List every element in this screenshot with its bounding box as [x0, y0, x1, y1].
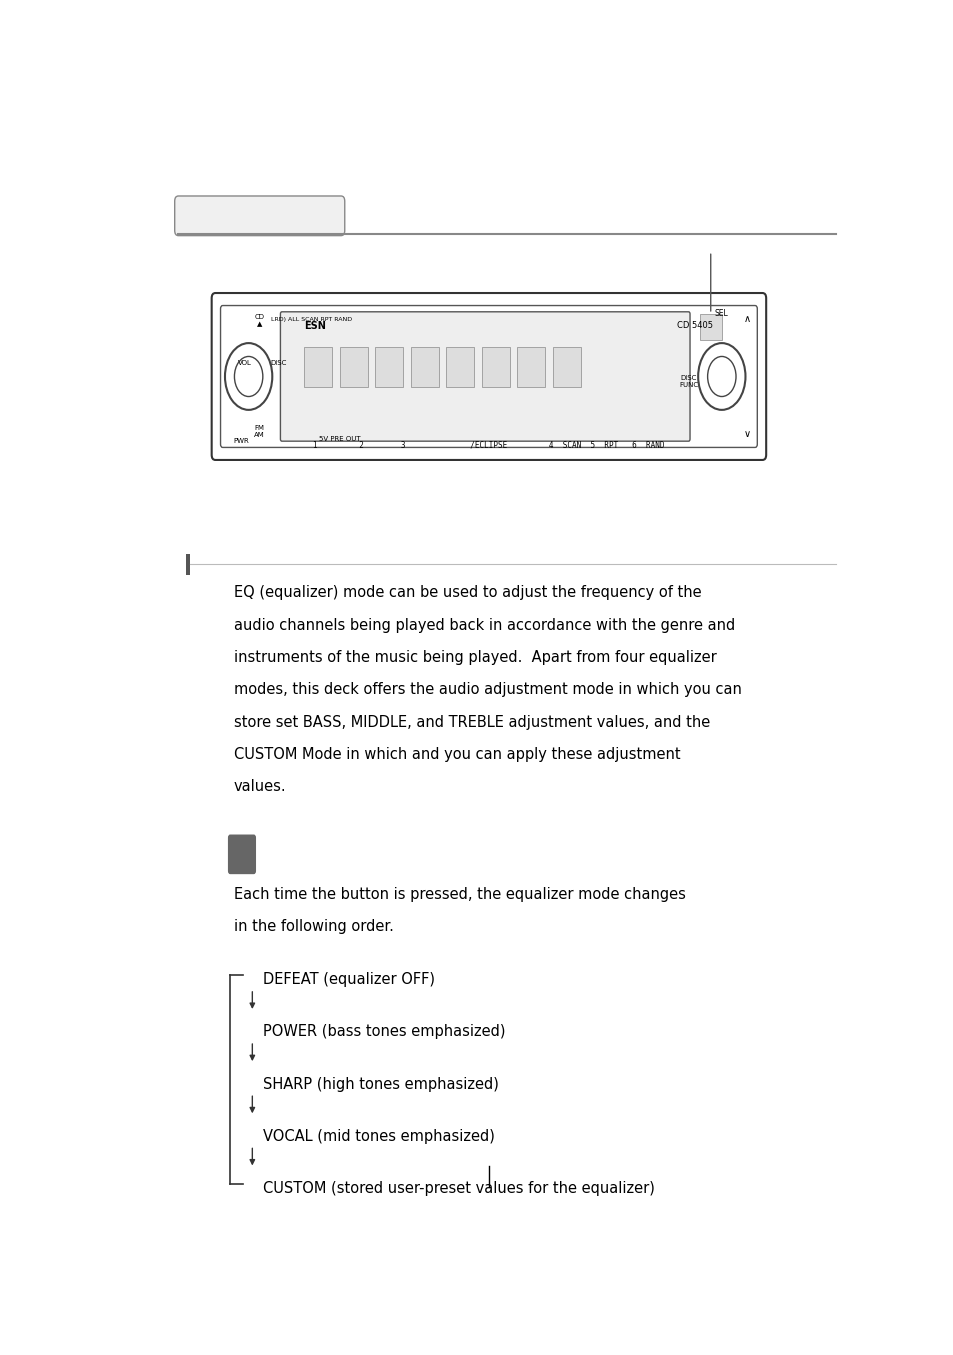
Text: 1         2        3              /ECLIPSE         4  SCAN  5  RPT   6  RAND: 1 2 3 /ECLIPSE 4 SCAN 5 RPT 6 RAND	[313, 440, 664, 450]
Text: DEFEAT (equalizer OFF): DEFEAT (equalizer OFF)	[263, 973, 435, 988]
Text: VOL: VOL	[237, 360, 252, 366]
Text: store set BASS, MIDDLE, and TREBLE adjustment values, and the: store set BASS, MIDDLE, and TREBLE adjus…	[233, 714, 709, 729]
FancyBboxPatch shape	[446, 347, 474, 388]
Text: values.: values.	[233, 779, 286, 794]
Text: modes, this deck offers the audio adjustment mode in which you can: modes, this deck offers the audio adjust…	[233, 682, 740, 698]
FancyBboxPatch shape	[410, 347, 438, 388]
Text: PWR: PWR	[233, 438, 250, 444]
Text: LRD) ALL SCAN RPT RAND: LRD) ALL SCAN RPT RAND	[271, 317, 352, 322]
Text: SEL: SEL	[714, 309, 728, 317]
Text: ∨: ∨	[743, 430, 750, 439]
Text: ∧: ∧	[743, 314, 750, 324]
Text: in the following order.: in the following order.	[233, 919, 394, 934]
FancyBboxPatch shape	[304, 347, 332, 388]
FancyBboxPatch shape	[228, 835, 255, 874]
FancyBboxPatch shape	[339, 347, 367, 388]
Text: CD 5405: CD 5405	[677, 321, 713, 331]
Text: ESN: ESN	[304, 321, 326, 331]
FancyBboxPatch shape	[186, 554, 190, 575]
FancyBboxPatch shape	[280, 312, 689, 442]
Text: EQ (equalizer) mode can be used to adjust the frequency of the: EQ (equalizer) mode can be used to adjus…	[233, 585, 700, 600]
Text: DISC: DISC	[271, 360, 287, 366]
FancyBboxPatch shape	[212, 293, 765, 459]
FancyBboxPatch shape	[220, 305, 757, 447]
FancyBboxPatch shape	[517, 347, 544, 388]
Text: SHARP (high tones emphasized): SHARP (high tones emphasized)	[263, 1077, 498, 1092]
Text: POWER (bass tones emphasized): POWER (bass tones emphasized)	[263, 1024, 505, 1039]
Text: Each time the button is pressed, the equalizer mode changes: Each time the button is pressed, the equ…	[233, 886, 685, 901]
Text: DISC
FUNC: DISC FUNC	[679, 375, 698, 388]
Text: CUSTOM Mode in which and you can apply these adjustment: CUSTOM Mode in which and you can apply t…	[233, 747, 679, 762]
Text: instruments of the music being played.  Apart from four equalizer: instruments of the music being played. A…	[233, 650, 716, 665]
Text: VOCAL (mid tones emphasized): VOCAL (mid tones emphasized)	[263, 1129, 495, 1144]
FancyBboxPatch shape	[174, 196, 344, 236]
FancyBboxPatch shape	[699, 314, 721, 340]
FancyBboxPatch shape	[552, 347, 580, 388]
Text: FM
AM: FM AM	[254, 425, 265, 438]
Text: CUSTOM (stored user-preset values for the equalizer): CUSTOM (stored user-preset values for th…	[263, 1182, 655, 1196]
Text: audio channels being played back in accordance with the genre and: audio channels being played back in acco…	[233, 618, 735, 633]
Text: 5V PRE OUT: 5V PRE OUT	[318, 436, 360, 442]
FancyBboxPatch shape	[375, 347, 403, 388]
FancyBboxPatch shape	[481, 347, 509, 388]
Text: CD
▲: CD ▲	[254, 314, 264, 327]
